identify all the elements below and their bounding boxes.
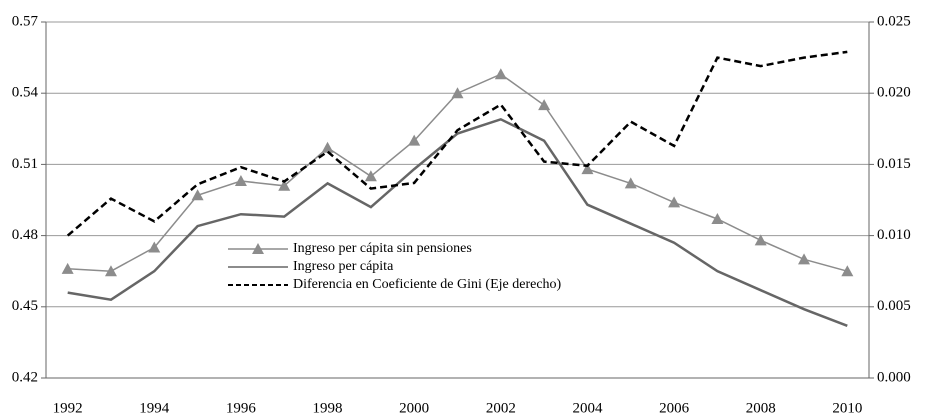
x-tick-label: 1998 (313, 400, 343, 416)
legend: Ingreso per cápita sin pensiones Ingreso … (228, 241, 562, 292)
x-tick-label: 2008 (746, 400, 776, 416)
x-tick-label: 2010 (832, 400, 862, 416)
marker (61, 262, 74, 274)
marker (798, 253, 811, 265)
marker (538, 99, 551, 111)
legend-marker (252, 243, 264, 254)
y-tick-label: 0.51 (12, 156, 38, 172)
x-tick-label: 2004 (572, 400, 603, 416)
y-tick-label: 0.42 (12, 369, 38, 385)
marker (321, 141, 334, 153)
marker (408, 134, 421, 146)
y2-tick-label: 0.020 (877, 85, 911, 101)
series-line (66, 50, 848, 237)
x-tick-label: 1996 (226, 400, 257, 416)
marker (278, 179, 291, 191)
x-tick-label: 1994 (139, 400, 170, 416)
marker (364, 170, 377, 182)
marker (581, 163, 594, 175)
x-tick-label: 2000 (399, 400, 429, 416)
marker (494, 68, 507, 80)
y-tick-label: 0.45 (12, 298, 38, 314)
y2-tick-label: 0.015 (877, 156, 911, 172)
y-tick-label: 0.54 (12, 85, 39, 101)
legend-label: Ingreso per cápita sin pensiones (293, 241, 472, 256)
y2-tick-label: 0.010 (877, 227, 911, 243)
marker (104, 265, 117, 277)
x-tick-label: 2002 (486, 400, 516, 416)
legend-label: Diferencia en Coeficiente de Gini (Eje d… (293, 277, 562, 292)
series-line (67, 117, 848, 327)
marker (841, 265, 854, 277)
marker (191, 189, 204, 201)
marker (451, 87, 464, 99)
marker (624, 177, 637, 189)
y2-tick-label: 0.005 (877, 298, 911, 314)
marker (754, 234, 767, 246)
marker (668, 196, 681, 208)
marker (234, 175, 247, 187)
legend-label: Ingreso per cápita (293, 259, 394, 274)
y2-tick-label: 0.000 (877, 369, 911, 385)
x-tick-label: 2006 (659, 400, 690, 416)
y2-tick-label: 0.025 (877, 13, 911, 29)
x-tick-label: 1992 (53, 400, 83, 416)
y-tick-label: 0.57 (12, 13, 39, 29)
marker (148, 241, 161, 253)
marker (711, 212, 724, 224)
y-tick-label: 0.48 (12, 227, 38, 243)
